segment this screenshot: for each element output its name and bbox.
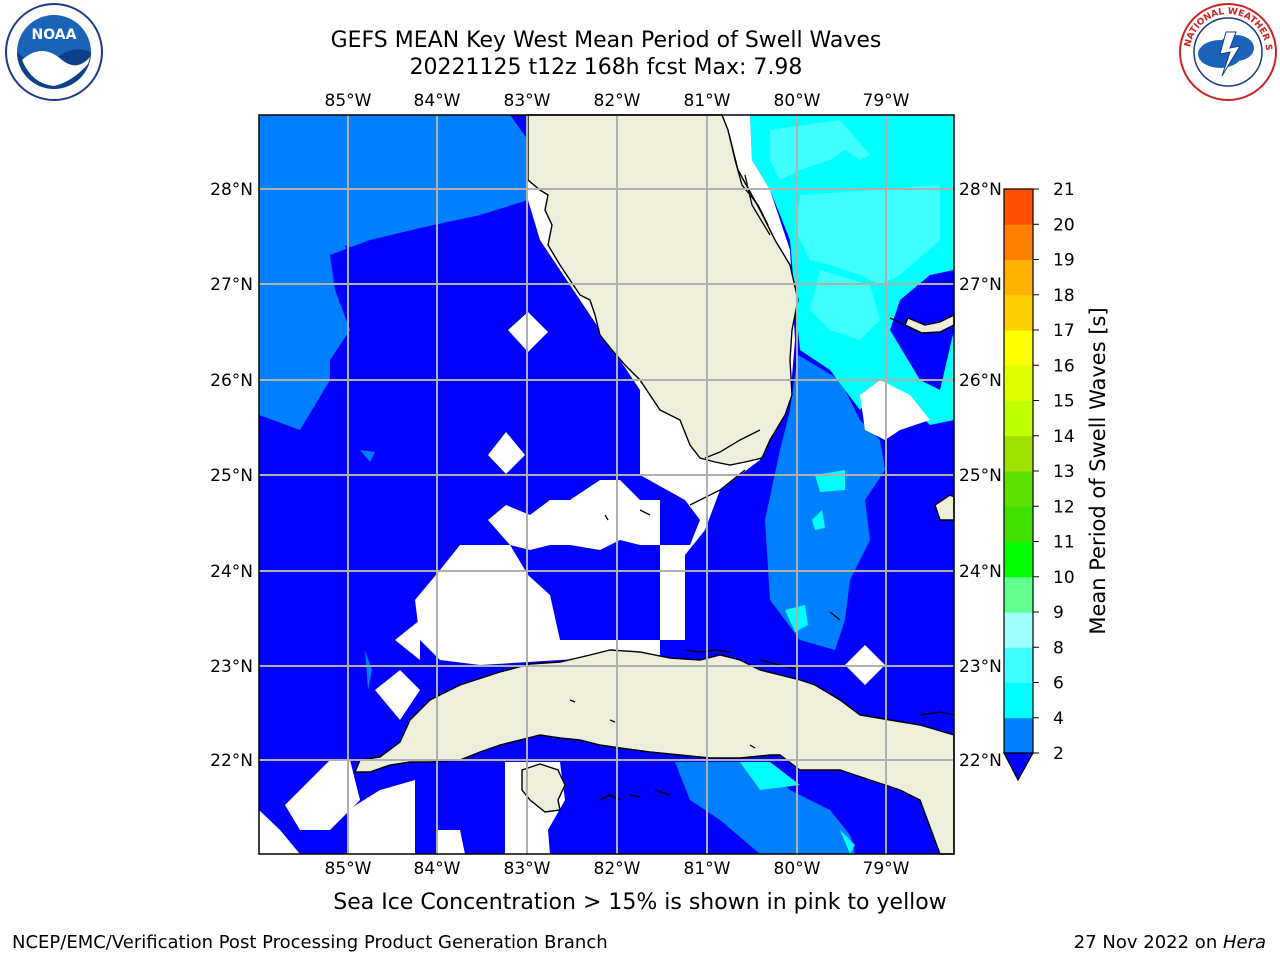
lat-label: 28°N	[959, 180, 1002, 200]
colorbar-tick-label: 4	[1053, 709, 1064, 729]
footer-date-text: 27 Nov 2022 on	[1073, 932, 1223, 953]
lon-label: 85°W	[325, 91, 372, 111]
map-plot-area	[258, 114, 955, 855]
lon-labels-bottom: 85°W 84°W 83°W 82°W 81°W 80°W 79°W	[325, 859, 910, 879]
colorbar-tick-label: 17	[1053, 321, 1075, 341]
colorbar-cell	[1004, 541, 1033, 578]
colorbar-tick-label: 13	[1053, 462, 1075, 482]
gridlines	[259, 115, 954, 854]
footer-host: Hera	[1222, 932, 1266, 953]
lon-label: 81°W	[684, 859, 731, 879]
lon-label: 85°W	[325, 859, 372, 879]
colorbar-cell	[1004, 294, 1033, 331]
colorbar-cell	[1004, 506, 1033, 542]
colorbar-cell	[1004, 400, 1033, 437]
land	[353, 114, 955, 855]
colorbar-cell	[1004, 717, 1033, 754]
colorbar-cell	[1004, 576, 1033, 613]
coastline-details	[569, 129, 955, 801]
lon-label: 80°W	[774, 91, 821, 111]
colorbar-tick-label: 14	[1053, 427, 1075, 447]
lon-label: 79°W	[863, 859, 910, 879]
colorbar-extend-arrow	[1003, 752, 1035, 782]
chart-subtitle: 20221125 t12z 168h fcst Max: 7.98	[409, 55, 803, 80]
nws-logo: NATIONAL WEATHER SERVICE	[1176, 2, 1277, 101]
colorbar-cell	[1004, 435, 1033, 472]
lat-label: 27°N	[959, 275, 1002, 295]
colorbar-cell	[1004, 682, 1033, 719]
lat-label: 28°N	[210, 180, 253, 200]
lat-label: 25°N	[959, 466, 1002, 486]
lat-label: 24°N	[959, 562, 1002, 582]
colorbar-cell	[1004, 330, 1033, 366]
colorbar-tick-label: 20	[1053, 215, 1075, 235]
colorbar-ticks: 2 4 6 8 9 10 11 12 13 14 15 16 17 18 19 20 21	[1033, 180, 1075, 764]
footer-date: 27 Nov 2022 on Hera	[1074, 932, 1266, 953]
colorbar-tick-label: 11	[1053, 533, 1075, 553]
colorbar-cell	[1004, 224, 1033, 260]
lon-label: 84°W	[414, 859, 461, 879]
lat-labels-left: 28°N 27°N 26°N 25°N 24°N 23°N 22°N	[210, 180, 253, 771]
colorbar-tick-label: 21	[1053, 180, 1075, 200]
colorbar-cell	[1004, 189, 1033, 225]
lon-label: 82°W	[594, 859, 641, 879]
colorbar-tick-label: 18	[1053, 286, 1075, 306]
colorbar-cell	[1004, 471, 1033, 507]
colorbar: 2 4 6 8 9 10 11 12 13 14 15 16 17 18 19 20 21 Mean Perio…	[1003, 180, 1110, 782]
colorbar-label: Mean Period of Swell Waves [s]	[1086, 307, 1110, 634]
lon-label: 82°W	[594, 91, 641, 111]
colorbar-cell	[1004, 612, 1033, 648]
colorbar-tick-label: 10	[1053, 568, 1075, 588]
colorbar-cell	[1004, 365, 1033, 401]
noaa-logo-text: NOAA	[32, 27, 77, 43]
lat-label: 22°N	[959, 751, 1002, 771]
lon-label: 80°W	[774, 859, 821, 879]
lat-label: 22°N	[210, 751, 253, 771]
lat-label: 23°N	[210, 657, 253, 677]
colorbar-tick-label: 12	[1053, 497, 1075, 517]
florida-land	[527, 114, 799, 466]
swell-2-4-regions	[259, 115, 885, 854]
colorbar-tick-label: 19	[1053, 251, 1075, 271]
lon-label: 81°W	[684, 91, 731, 111]
colorbar-tick-label: 15	[1053, 392, 1075, 412]
lat-label: 25°N	[210, 466, 253, 486]
noaa-logo: NOAA	[5, 3, 103, 101]
lon-label: 83°W	[504, 859, 551, 879]
colorbar-cells	[1004, 189, 1033, 754]
colorbar-tick-label: 8	[1053, 638, 1064, 658]
swell-6-8-regions	[770, 120, 940, 340]
lat-label: 26°N	[210, 371, 253, 391]
colorbar-cell	[1004, 259, 1033, 296]
lon-labels-top: 85°W 84°W 83°W 82°W 81°W 80°W 79°W	[325, 91, 910, 111]
lat-label: 26°N	[959, 371, 1002, 391]
colorbar-tick-label: 16	[1053, 356, 1075, 376]
map-frame	[258, 114, 955, 855]
footer-credit: NCEP/EMC/Verification Post Processing Pr…	[12, 932, 608, 953]
lon-label: 79°W	[863, 91, 910, 111]
lat-labels-right: 28°N 27°N 26°N 25°N 24°N 23°N 22°N	[959, 180, 1002, 771]
lat-label: 23°N	[959, 657, 1002, 677]
lat-label: 24°N	[210, 562, 253, 582]
colorbar-tick-label: 9	[1053, 603, 1064, 623]
colorbar-tick-label: 6	[1053, 674, 1064, 694]
colorbar-tick-label: 2	[1053, 744, 1064, 764]
lon-label: 83°W	[504, 91, 551, 111]
colorbar-cell	[1004, 647, 1033, 683]
lat-label: 27°N	[210, 275, 253, 295]
sea-ice-note: Sea Ice Concentration > 15% is shown in …	[333, 890, 947, 915]
lon-label: 84°W	[414, 91, 461, 111]
chart-title: GEFS MEAN Key West Mean Period of Swell …	[330, 28, 882, 53]
